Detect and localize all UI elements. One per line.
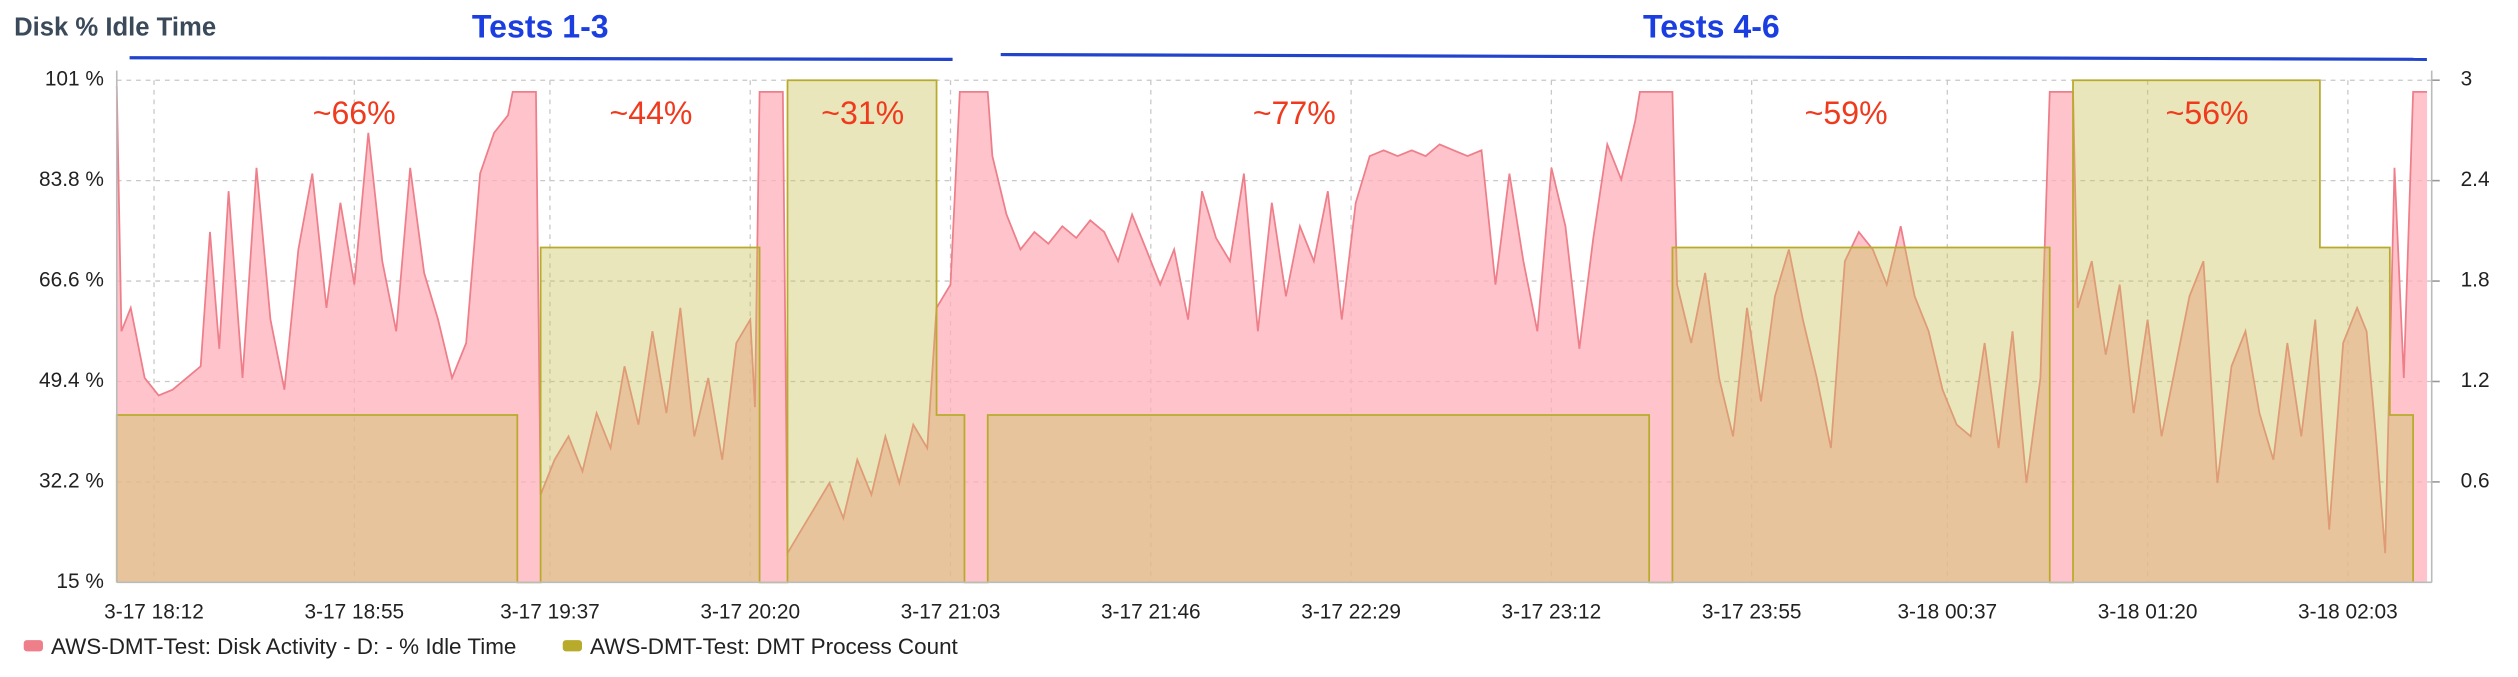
x-tick-label: 3-17 21:46	[1101, 600, 1201, 623]
x-tick-label: 3-17 20:20	[700, 600, 800, 623]
x-tick-label: 3-18 00:37	[1897, 600, 1997, 623]
x-tick-label: 3-17 23:12	[1502, 600, 1602, 623]
y2-tick-label: 0.6	[2461, 469, 2490, 492]
y-tick-label: 101 %	[45, 68, 104, 91]
annotation: ~56%	[2166, 95, 2249, 131]
y-tick-label: 49.4 %	[39, 369, 104, 392]
y2-tick-label: 1.2	[2461, 369, 2490, 392]
annotation: Tests 1-3	[472, 8, 609, 44]
annotation: ~31%	[821, 95, 904, 131]
annotation: ~44%	[610, 95, 693, 131]
annotation: ~66%	[313, 95, 396, 131]
y-tick-label: 15 %	[56, 570, 104, 593]
legend-label: AWS-DMT-Test: DMT Process Count	[590, 634, 959, 659]
chart-title: Disk % Idle Time	[14, 14, 216, 42]
x-tick-label: 3-17 22:29	[1301, 600, 1401, 623]
y-tick-label: 66.6 %	[39, 269, 104, 292]
legend-swatch	[23, 640, 43, 652]
x-tick-label: 3-17 19:37	[500, 600, 600, 623]
x-tick-label: 3-17 23:55	[1702, 600, 1802, 623]
legend-swatch	[562, 640, 582, 652]
x-tick-label: 3-18 02:03	[2298, 600, 2398, 623]
x-tick-label: 3-18 01:20	[2098, 600, 2198, 623]
y2-tick-label: 3	[2461, 68, 2473, 91]
group-bracket	[129, 56, 953, 61]
annotation: Tests 4-6	[1643, 8, 1780, 44]
group-bracket	[1000, 52, 2427, 61]
legend-label: AWS-DMT-Test: Disk Activity - D: - % Idl…	[51, 634, 516, 659]
y-tick-label: 32.2 %	[39, 469, 104, 492]
annotation: ~59%	[1805, 95, 1888, 131]
series-line	[115, 79, 2414, 584]
y-tick-label: 83.8 %	[39, 168, 104, 191]
series-line	[115, 85, 2428, 557]
x-tick-label: 3-17 18:55	[304, 600, 404, 623]
annotation: ~77%	[1253, 95, 1336, 131]
area-fill	[116, 80, 2414, 583]
x-tick-label: 3-17 18:12	[104, 600, 204, 623]
area-fill	[116, 85, 2428, 583]
x-tick-label: 3-17 21:03	[901, 600, 1001, 623]
y2-tick-label: 2.4	[2461, 168, 2490, 191]
y2-tick-label: 1.8	[2461, 269, 2490, 292]
